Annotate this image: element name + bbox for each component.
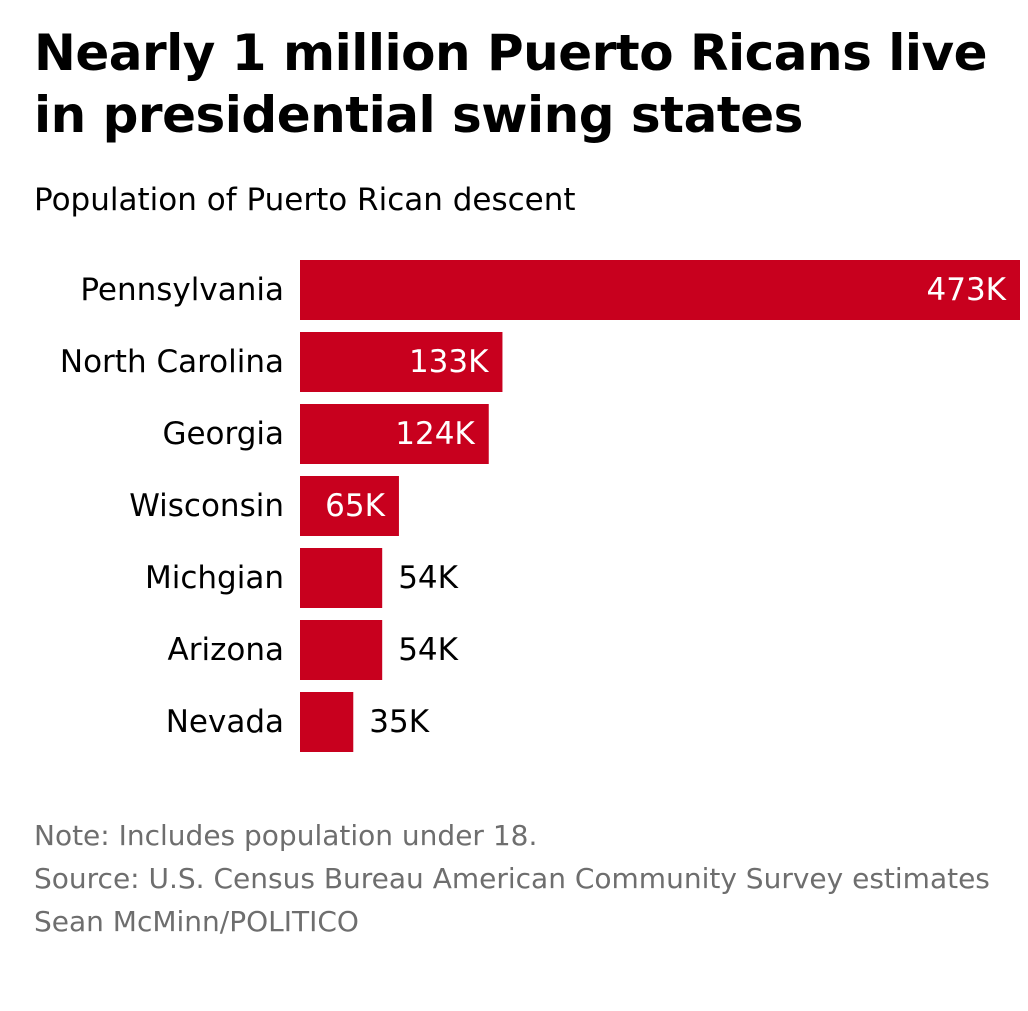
credit-text: Sean McMinn/POLITICO [34,905,359,938]
value-label: 54K [398,632,458,668]
value-label: 124K [395,416,475,452]
chart-notes: Note: Includes population under 18. Sour… [34,814,994,943]
category-label: Georgia [162,416,284,452]
value-label: 473K [927,272,1007,308]
category-label: Nevada [166,704,284,740]
source-text: Source: U.S. Census Bureau American Comm… [34,862,990,895]
category-label: North Carolina [60,344,284,380]
category-label: Michgian [145,560,284,596]
value-label: 54K [398,560,458,596]
note-text: Note: Includes population under 18. [34,819,538,852]
bar [300,332,503,392]
category-label: Pennsylvania [80,272,284,308]
bar [300,548,383,608]
category-label: Arizona [168,632,284,668]
chart-title: Nearly 1 million Puerto Ricans live in p… [34,24,988,144]
bar [300,476,399,536]
chart-subtitle: Population of Puerto Rican descent [34,182,576,218]
value-label: 133K [409,344,489,380]
bar [300,620,383,680]
bar [300,404,489,464]
bar [300,692,354,752]
value-label: 35K [369,704,429,740]
value-label: 65K [325,488,385,524]
bar [300,260,1020,320]
bar-chart: Pennsylvania 473K North Carolina 133K Georgi… [60,260,1020,752]
category-label: Wisconsin [129,488,284,524]
